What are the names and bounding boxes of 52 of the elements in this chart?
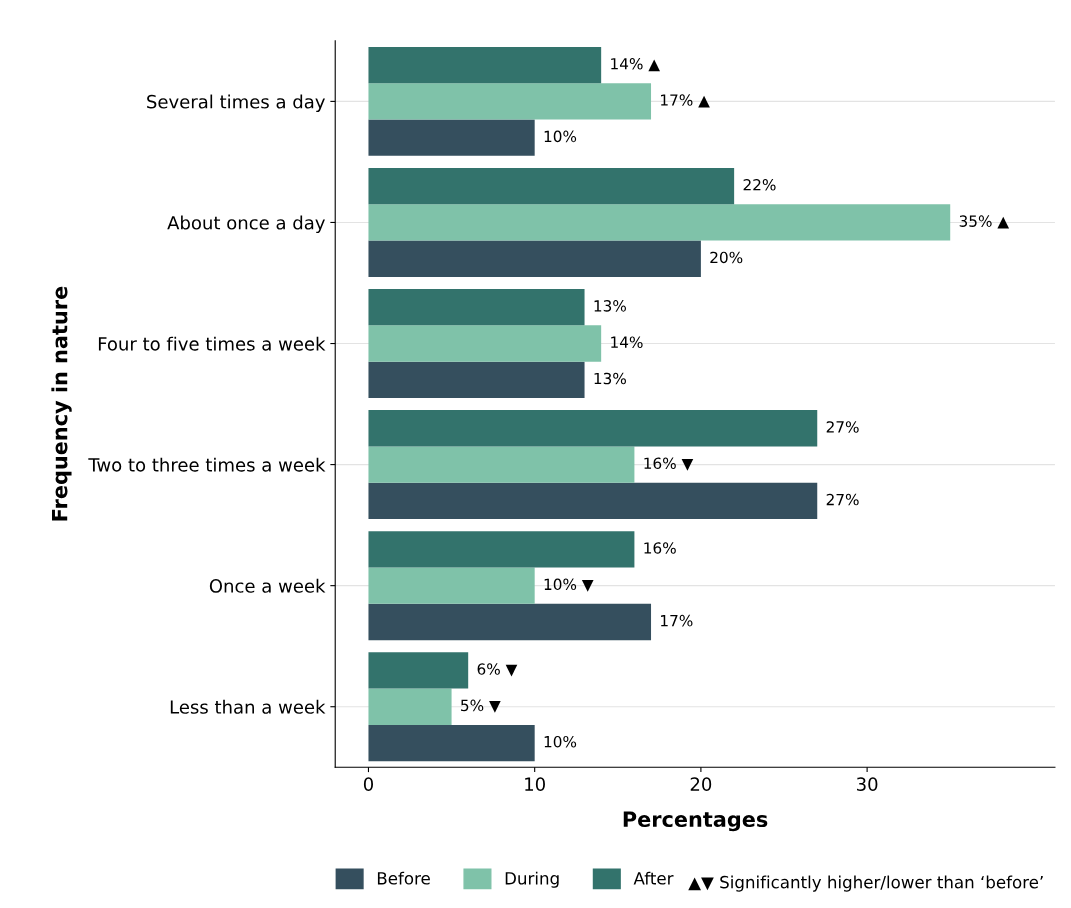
bar [368, 83, 652, 120]
bar [368, 325, 602, 362]
data-label: 14% [611, 336, 643, 348]
bar [368, 204, 951, 241]
data-label: 35% ▲ [959, 215, 1010, 229]
bar [368, 240, 701, 277]
y-tick-label: Several times a day [147, 94, 325, 113]
bar [368, 531, 635, 568]
x-axis-title: Percentages [623, 811, 768, 832]
data-label: 6% ▼ [477, 663, 518, 677]
bar [368, 46, 602, 84]
y-axis-title: Frequency in nature [51, 286, 72, 521]
data-label: 14% ▲ [611, 57, 661, 72]
data-label: 13% [594, 372, 626, 385]
data-label: 17% [661, 614, 693, 627]
bar [368, 446, 635, 483]
bar [368, 724, 535, 762]
data-label: 5% ▼ [461, 699, 501, 713]
data-label: 10% [544, 130, 577, 143]
data-label: 20% [710, 251, 743, 264]
data-label: 10% ▼ [544, 578, 594, 592]
x-tick-label: 30 [857, 777, 878, 791]
data-label: 13% [594, 300, 626, 312]
bar [368, 482, 818, 520]
bar [368, 652, 469, 689]
legend-label: Before [377, 871, 430, 885]
y-tick-label: Less than a week [170, 699, 326, 714]
x-tick-label: 10 [525, 777, 545, 791]
legend-label: During [505, 871, 559, 888]
data-label: 17% ▲ [661, 94, 710, 108]
bar [368, 289, 585, 326]
y-tick-label: Once a week [209, 578, 326, 593]
y-tick-label: Two to three times a week [88, 457, 326, 472]
bar [368, 567, 535, 604]
bar [368, 603, 652, 641]
bar [368, 410, 818, 447]
x-tick-label: 0 [363, 777, 374, 791]
data-label: 27% [826, 421, 859, 433]
bar [368, 119, 535, 156]
data-label: 22% [743, 179, 776, 191]
y-tick-label: About once a day [167, 215, 325, 234]
bar [368, 167, 735, 205]
y-tick-label: Four to five times a week [98, 336, 326, 351]
x-tick-label: 20 [690, 777, 712, 791]
data-label: 27% [826, 493, 859, 506]
text: ▲▼ Significantly higher/lower than ‘before’ [688, 875, 1043, 892]
data-label: 10% [544, 735, 577, 748]
bar [368, 688, 452, 725]
legend-label: After [633, 871, 674, 885]
data-label: 16% [644, 542, 676, 554]
bar [368, 361, 585, 399]
data-label: 16% ▼ [644, 457, 694, 471]
